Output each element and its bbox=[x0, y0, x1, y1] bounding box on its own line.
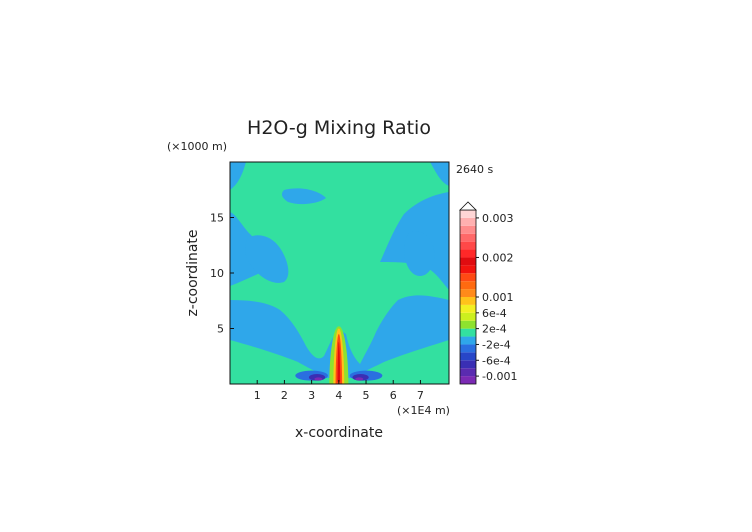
field-upper-pocket bbox=[281, 188, 326, 205]
colorbar-label: 0.002 bbox=[482, 251, 514, 264]
field-left-core-min bbox=[314, 377, 323, 381]
x-axis-label: x-coordinate bbox=[295, 425, 383, 441]
colorbar-band bbox=[460, 217, 476, 226]
colorbar-band bbox=[460, 265, 476, 274]
contour-field bbox=[230, 162, 449, 384]
colorbar-band bbox=[460, 297, 476, 305]
colorbar-band bbox=[460, 233, 476, 242]
field-right-pocket bbox=[404, 230, 435, 276]
colorbar-label: 0.001 bbox=[482, 291, 514, 304]
colorbar-extend-max bbox=[459, 201, 477, 211]
x-tick-label: 2 bbox=[281, 389, 288, 402]
colorbar-band bbox=[460, 289, 476, 297]
colorbar-band bbox=[460, 241, 476, 250]
colorbar-band bbox=[460, 344, 476, 353]
x-unit-label: (×1E4 m) bbox=[397, 404, 450, 417]
colorbar-band bbox=[460, 225, 476, 234]
colorbar-band bbox=[460, 273, 476, 282]
y-axis-label: z-coordinate bbox=[185, 229, 201, 316]
x-tick-label: 4 bbox=[335, 389, 342, 402]
y-tick-label: 10 bbox=[210, 267, 224, 280]
x-tick-label: 6 bbox=[390, 389, 397, 402]
colorbar-band bbox=[460, 249, 476, 258]
colorbar-band bbox=[460, 360, 476, 369]
colorbar-label: -6e-4 bbox=[482, 354, 511, 367]
colorbar: 0.003 0.002 0.001 6e-4 2e-4 -2e-4 -6e-4 -0.001 bbox=[459, 201, 517, 385]
y-tick-label: 5 bbox=[217, 323, 224, 336]
colorbar-band bbox=[460, 281, 476, 290]
x-tick-label: 3 bbox=[308, 389, 315, 402]
colorbar-band bbox=[460, 312, 476, 321]
colorbar-band bbox=[460, 210, 476, 218]
field-left-pocket bbox=[245, 235, 289, 283]
x-tick-label: 1 bbox=[254, 389, 261, 402]
colorbar-band bbox=[460, 376, 476, 384]
colorbar-band bbox=[460, 336, 476, 345]
colorbar-band bbox=[460, 328, 476, 337]
time-label: 2640 s bbox=[456, 163, 493, 176]
y-tick-label: 15 bbox=[210, 212, 224, 225]
colorbar-band bbox=[460, 257, 476, 266]
field-upper-canopy bbox=[230, 162, 449, 364]
colorbar-band bbox=[460, 304, 476, 313]
colorbar-band bbox=[460, 368, 476, 377]
x-tick-label: 5 bbox=[363, 389, 370, 402]
colorbar-label: 0.003 bbox=[482, 212, 514, 225]
colorbar-label: -0.001 bbox=[482, 370, 517, 383]
field-plume-core bbox=[337, 341, 341, 382]
colorbar-band bbox=[460, 352, 476, 361]
x-tick-label: 7 bbox=[417, 389, 424, 402]
y-unit-label: (×1000 m) bbox=[167, 140, 227, 153]
chart-title: H2O-g Mixing Ratio bbox=[247, 117, 431, 139]
field-bottom-right-green bbox=[358, 340, 449, 384]
colorbar-band bbox=[460, 320, 476, 329]
colorbar-label: 6e-4 bbox=[482, 307, 507, 320]
field-right-core-min bbox=[355, 377, 364, 381]
colorbar-label: -2e-4 bbox=[482, 338, 511, 351]
colorbar-label: 2e-4 bbox=[482, 323, 507, 336]
